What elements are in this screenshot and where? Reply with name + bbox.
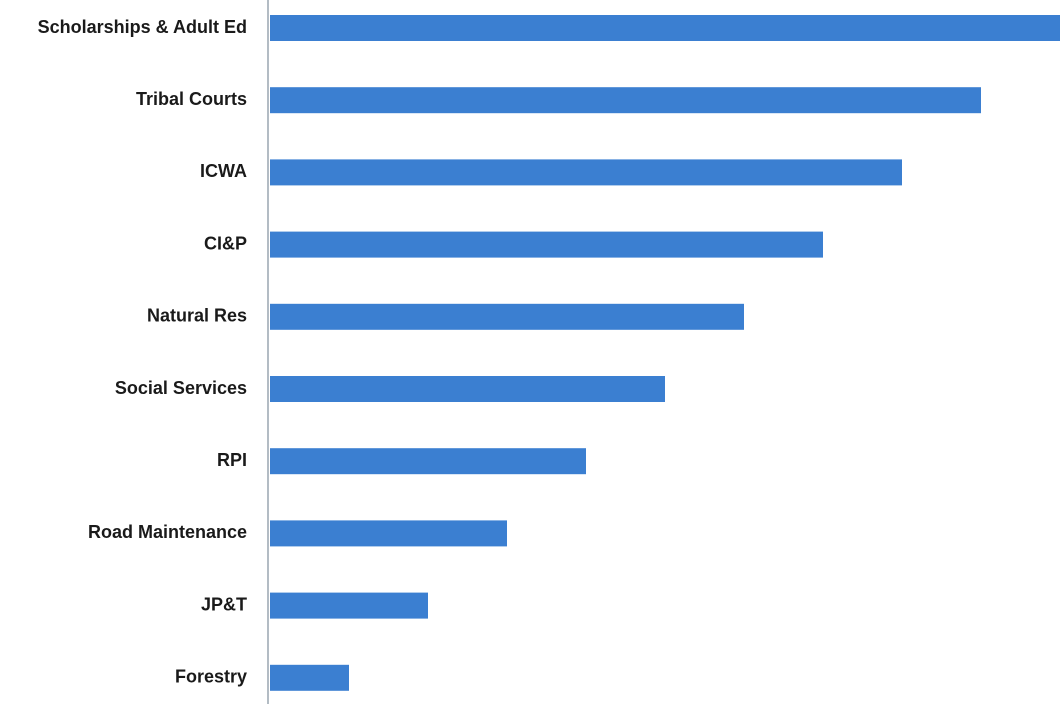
- bar: [270, 159, 902, 186]
- category-label: Tribal Courts: [136, 89, 247, 109]
- bar: [270, 592, 428, 619]
- bar: [270, 15, 1060, 41]
- category-label: JP&T: [201, 594, 247, 614]
- category-label: Social Services: [115, 378, 247, 398]
- category-label: RPI: [217, 450, 247, 470]
- bar: [270, 303, 744, 330]
- category-label: CI&P: [204, 233, 247, 253]
- category-label: ICWA: [200, 161, 247, 181]
- bar: [270, 87, 981, 114]
- bar: [270, 664, 349, 691]
- category-label: Forestry: [175, 667, 247, 687]
- bar: [270, 520, 507, 547]
- category-label: Natural Res: [147, 306, 247, 326]
- bar: [270, 376, 665, 402]
- bar: [270, 231, 823, 258]
- category-label: Road Maintenance: [88, 522, 247, 542]
- bar: [270, 448, 586, 475]
- category-label: Scholarships & Adult Ed: [38, 17, 247, 37]
